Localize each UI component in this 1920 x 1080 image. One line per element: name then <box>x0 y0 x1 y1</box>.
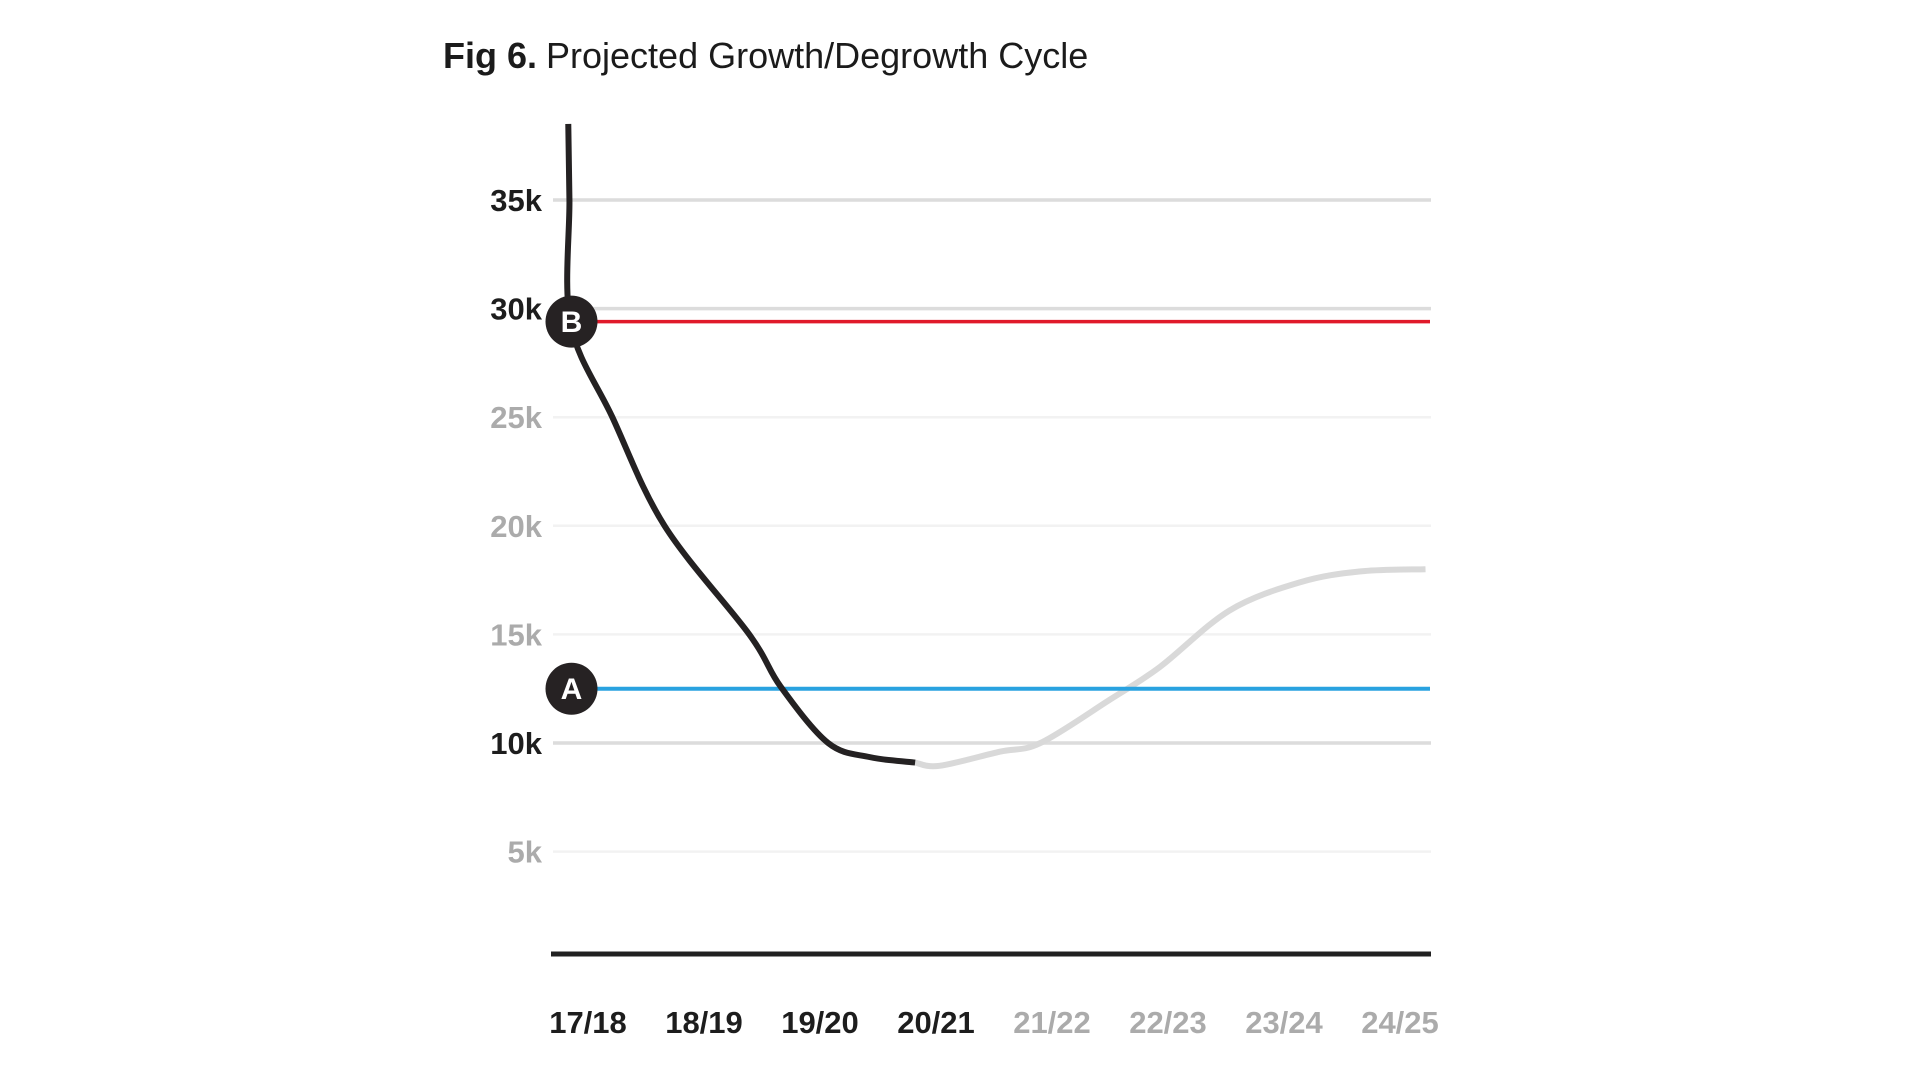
chart-title: Fig 6. Projected Growth/Degrowth Cycle <box>443 34 1088 77</box>
y-tick-label-20k: 20k <box>490 509 542 544</box>
x-tick-label-23/24: 23/24 <box>1245 1005 1323 1040</box>
y-tick-label-35k: 35k <box>490 183 542 218</box>
x-tick-label-22/23: 22/23 <box>1129 1005 1207 1040</box>
x-tick-label-18/19: 18/19 <box>665 1005 743 1040</box>
chart-title-text: Projected Growth/Degrowth Cycle <box>546 35 1089 76</box>
y-tick-label-10k: 10k <box>490 726 542 761</box>
marker-label-B: B <box>561 306 583 339</box>
y-tick-label-30k: 30k <box>490 292 542 327</box>
x-tick-label-19/20: 19/20 <box>781 1005 859 1040</box>
y-tick-label-5k: 5k <box>508 835 543 870</box>
series-projection-curve <box>914 566 1426 770</box>
marker-label-A: A <box>561 673 583 706</box>
x-tick-label-24/25: 24/25 <box>1361 1005 1439 1040</box>
x-tick-label-17/18: 17/18 <box>549 1005 627 1040</box>
x-tick-label-21/22: 21/22 <box>1013 1005 1091 1040</box>
marker-B <box>545 295 598 348</box>
x-tick-label-20/21: 20/21 <box>897 1005 975 1040</box>
y-tick-label-25k: 25k <box>490 400 542 435</box>
y-tick-label-15k: 15k <box>490 617 542 652</box>
figure-number-label: Fig 6. <box>443 35 538 76</box>
marker-A <box>545 662 598 715</box>
series-actual-curve <box>564 123 916 766</box>
